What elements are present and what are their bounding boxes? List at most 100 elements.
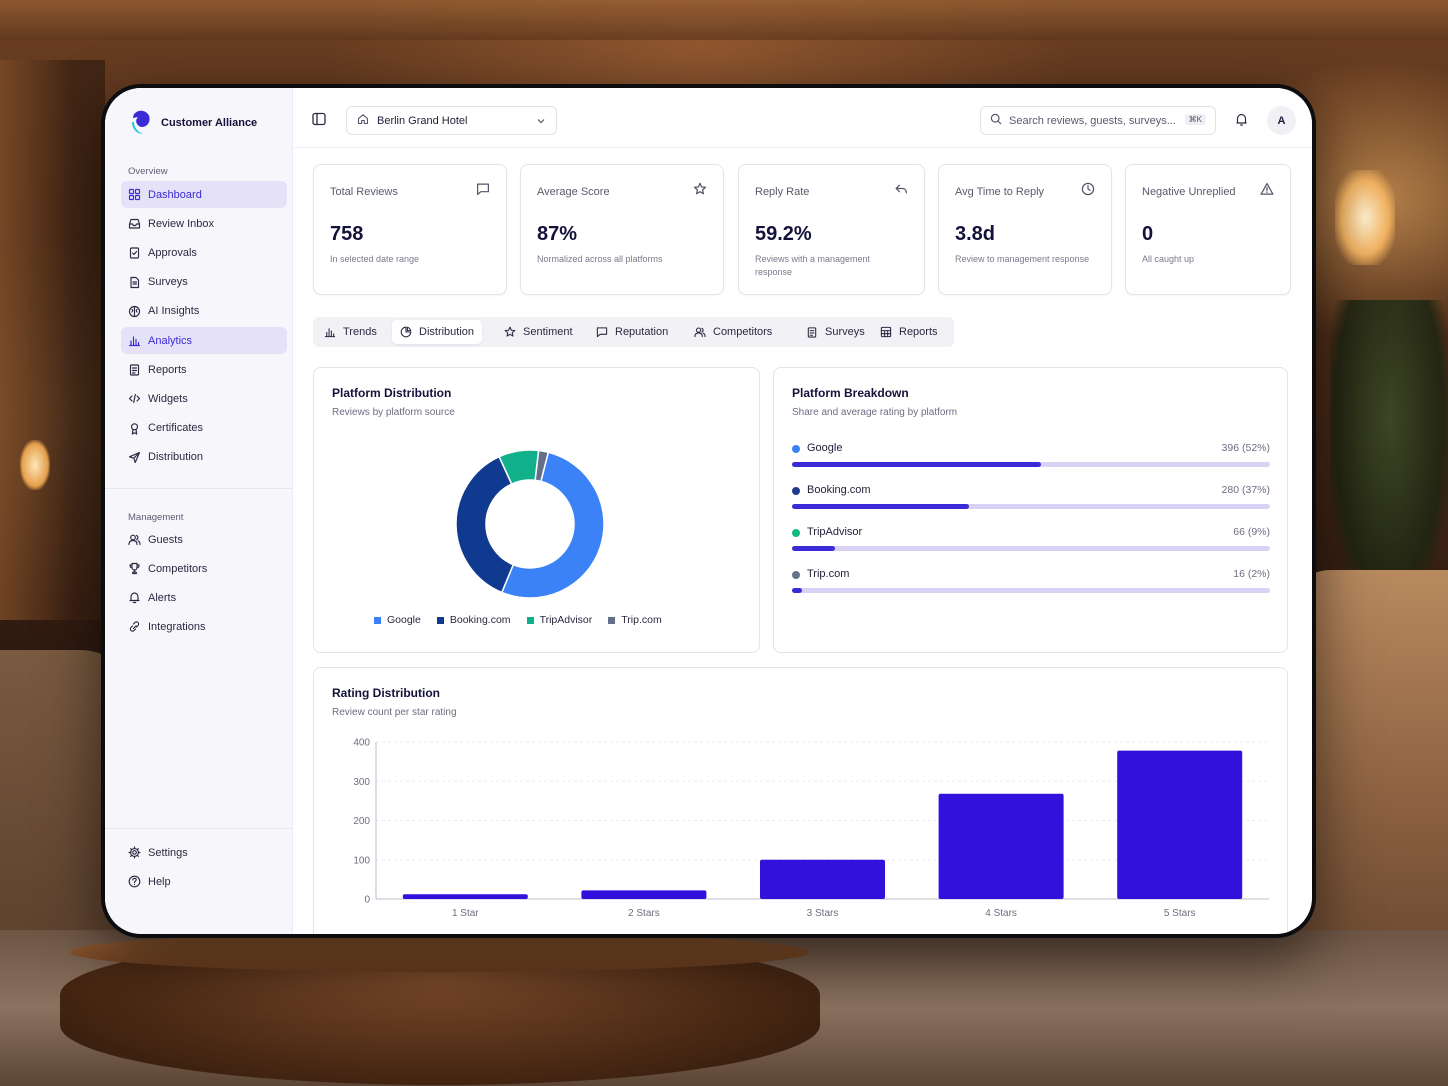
- platform-donut-chart: [455, 449, 605, 599]
- tab-distribution[interactable]: Distribution: [392, 320, 483, 344]
- bar-1-star[interactable]: [402, 894, 528, 899]
- search-box[interactable]: Search reviews, guests, surveys... ⌘K: [980, 106, 1216, 135]
- sidebar-divider: [105, 488, 293, 489]
- section-title-overview: Overview: [128, 166, 168, 177]
- platform-name: TripAdvisor: [807, 526, 863, 538]
- bar-2-stars[interactable]: [581, 890, 707, 899]
- hotel-select[interactable]: Berlin Grand Hotel: [346, 106, 557, 135]
- kpi-subtext: Normalized across all platforms: [537, 254, 663, 264]
- users-icon: [694, 326, 706, 338]
- kpi-card-total-reviews: Total Reviews 758 In selected date range: [313, 164, 507, 295]
- sidebar-toggle-icon[interactable]: [312, 112, 328, 128]
- x-tick-label: 4 Stars: [985, 908, 1017, 919]
- kpi-subtext: All caught up: [1142, 254, 1195, 264]
- sidebar-item-dashboard[interactable]: Dashboard: [121, 181, 287, 208]
- sidebar-item-surveys[interactable]: Surveys: [121, 269, 287, 296]
- sidebar-item-ai-insights[interactable]: AI Insights: [121, 298, 287, 325]
- x-tick-label: 3 Stars: [807, 908, 839, 919]
- bar-4-stars[interactable]: [938, 793, 1064, 899]
- donut-slice-trip-com[interactable]: [534, 449, 550, 483]
- brain-icon: [128, 305, 141, 318]
- tab-surveys[interactable]: Surveys: [798, 320, 873, 344]
- tab-competitors[interactable]: Competitors: [686, 320, 780, 344]
- sidebar-item-widgets[interactable]: Widgets: [121, 385, 287, 412]
- sidebar-item-approvals[interactable]: Approvals: [121, 239, 287, 266]
- y-tick-label: 100: [353, 855, 370, 866]
- tab-trends[interactable]: Trends: [316, 320, 385, 344]
- tab-label: Trends: [343, 326, 377, 338]
- legend-swatch: [374, 616, 381, 624]
- sidebar-item-certificates[interactable]: Certificates: [121, 415, 287, 442]
- sidebar-item-alerts[interactable]: Alerts: [121, 584, 287, 611]
- bar-chart-icon: [128, 334, 141, 347]
- star-icon: [693, 182, 707, 196]
- bar-5-stars[interactable]: [1117, 750, 1243, 899]
- chevron-down-icon: [536, 116, 546, 129]
- kpi-value: 758: [330, 223, 364, 245]
- platform-share-fill: [792, 462, 1041, 467]
- sidebar-item-competitors[interactable]: Competitors: [121, 555, 287, 582]
- hotel-select-value: Berlin Grand Hotel: [377, 114, 468, 127]
- notifications-bell-icon[interactable]: [1234, 112, 1250, 128]
- kpi-value: 87%: [537, 223, 578, 245]
- kpi-value: 59.2%: [755, 223, 812, 245]
- kpi-label: Total Reviews: [330, 186, 398, 198]
- sidebar-item-label: Analytics: [148, 334, 193, 347]
- legend-item: TripAdvisor: [526, 614, 593, 626]
- kpi-subtext: Reviews with a management response: [755, 254, 871, 277]
- y-tick-label: 0: [364, 895, 370, 906]
- brand-name: Customer Alliance: [161, 117, 258, 129]
- analytics-tabs: Trends Distribution Sentiment Reputation Com…: [313, 317, 954, 347]
- platform-value: 66 (9%): [1233, 526, 1270, 538]
- tab-sentiment[interactable]: Sentiment: [496, 320, 581, 344]
- brand[interactable]: Customer Alliance: [129, 110, 257, 136]
- kpi-label: Negative Unreplied: [1142, 186, 1236, 198]
- platform-name: Trip.com: [807, 568, 850, 580]
- tab-reputation[interactable]: Reputation: [588, 320, 676, 344]
- sidebar-item-settings[interactable]: Settings: [121, 839, 287, 866]
- x-tick-label: 5 Stars: [1164, 908, 1196, 919]
- platform-value: 396 (52%): [1221, 442, 1270, 454]
- sidebar: Customer Alliance Overview Dashboard Revi…: [105, 88, 293, 934]
- home-icon: [357, 113, 369, 128]
- platform-color-dot: [792, 487, 800, 495]
- clipboard-icon: [128, 363, 141, 376]
- sidebar-item-integrations[interactable]: Integrations: [121, 613, 287, 640]
- kpi-subtext: In selected date range: [330, 254, 420, 264]
- tab-label: Sentiment: [523, 326, 573, 338]
- bar-3-stars[interactable]: [759, 859, 886, 899]
- bar-chart-icon: [324, 326, 336, 338]
- code-icon: [128, 392, 141, 405]
- sidebar-item-label: Guests: [148, 533, 183, 546]
- message-square-icon: [476, 182, 490, 196]
- y-tick-label: 400: [353, 738, 370, 749]
- kpi-card-avg-time-to-reply: Avg Time to Reply 3.8d Review to managemen…: [938, 164, 1112, 295]
- sidebar-item-label: Reports: [148, 363, 187, 376]
- search-input[interactable]: Search reviews, guests, surveys...: [1009, 114, 1176, 127]
- donut-slice-booking-com[interactable]: [455, 455, 515, 594]
- rating-distribution-panel: Rating Distribution Review count per sta…: [313, 667, 1288, 934]
- rating-bar-chart: 0 100 200 300 400 1 Star 2 Stars 3 Stars 4 Stars…: [353, 738, 1269, 919]
- platform-share-track: [792, 546, 1270, 551]
- sidebar-item-reports[interactable]: Reports: [121, 356, 287, 383]
- platform-row-google: Google 396 (52%): [792, 440, 1270, 470]
- sidebar-item-distribution[interactable]: Distribution: [121, 444, 287, 471]
- topbar: Berlin Grand Hotel Search reviews, guest…: [294, 88, 1312, 148]
- link-icon: [128, 620, 141, 633]
- sidebar-item-help[interactable]: Help: [121, 868, 287, 895]
- panel-title: Platform Breakdown: [792, 386, 909, 400]
- user-avatar[interactable]: A: [1267, 106, 1296, 135]
- sidebar-item-label: Certificates: [148, 422, 204, 435]
- sidebar-item-review-inbox[interactable]: Review Inbox: [121, 210, 287, 237]
- donut-slice-google[interactable]: [500, 451, 605, 599]
- sidebar-item-analytics[interactable]: Analytics: [121, 327, 287, 354]
- tab-label: Distribution: [419, 326, 475, 338]
- sidebar-item-guests[interactable]: Guests: [121, 526, 287, 553]
- legend-label: TripAdvisor: [539, 614, 593, 626]
- send-icon: [128, 451, 141, 464]
- legend-swatch: [608, 616, 616, 624]
- tab-reports[interactable]: Reports: [872, 320, 946, 344]
- sidebar-item-label: AI Insights: [148, 305, 200, 318]
- sidebar-item-label: Alerts: [148, 591, 177, 604]
- legend-item: Google: [374, 614, 421, 626]
